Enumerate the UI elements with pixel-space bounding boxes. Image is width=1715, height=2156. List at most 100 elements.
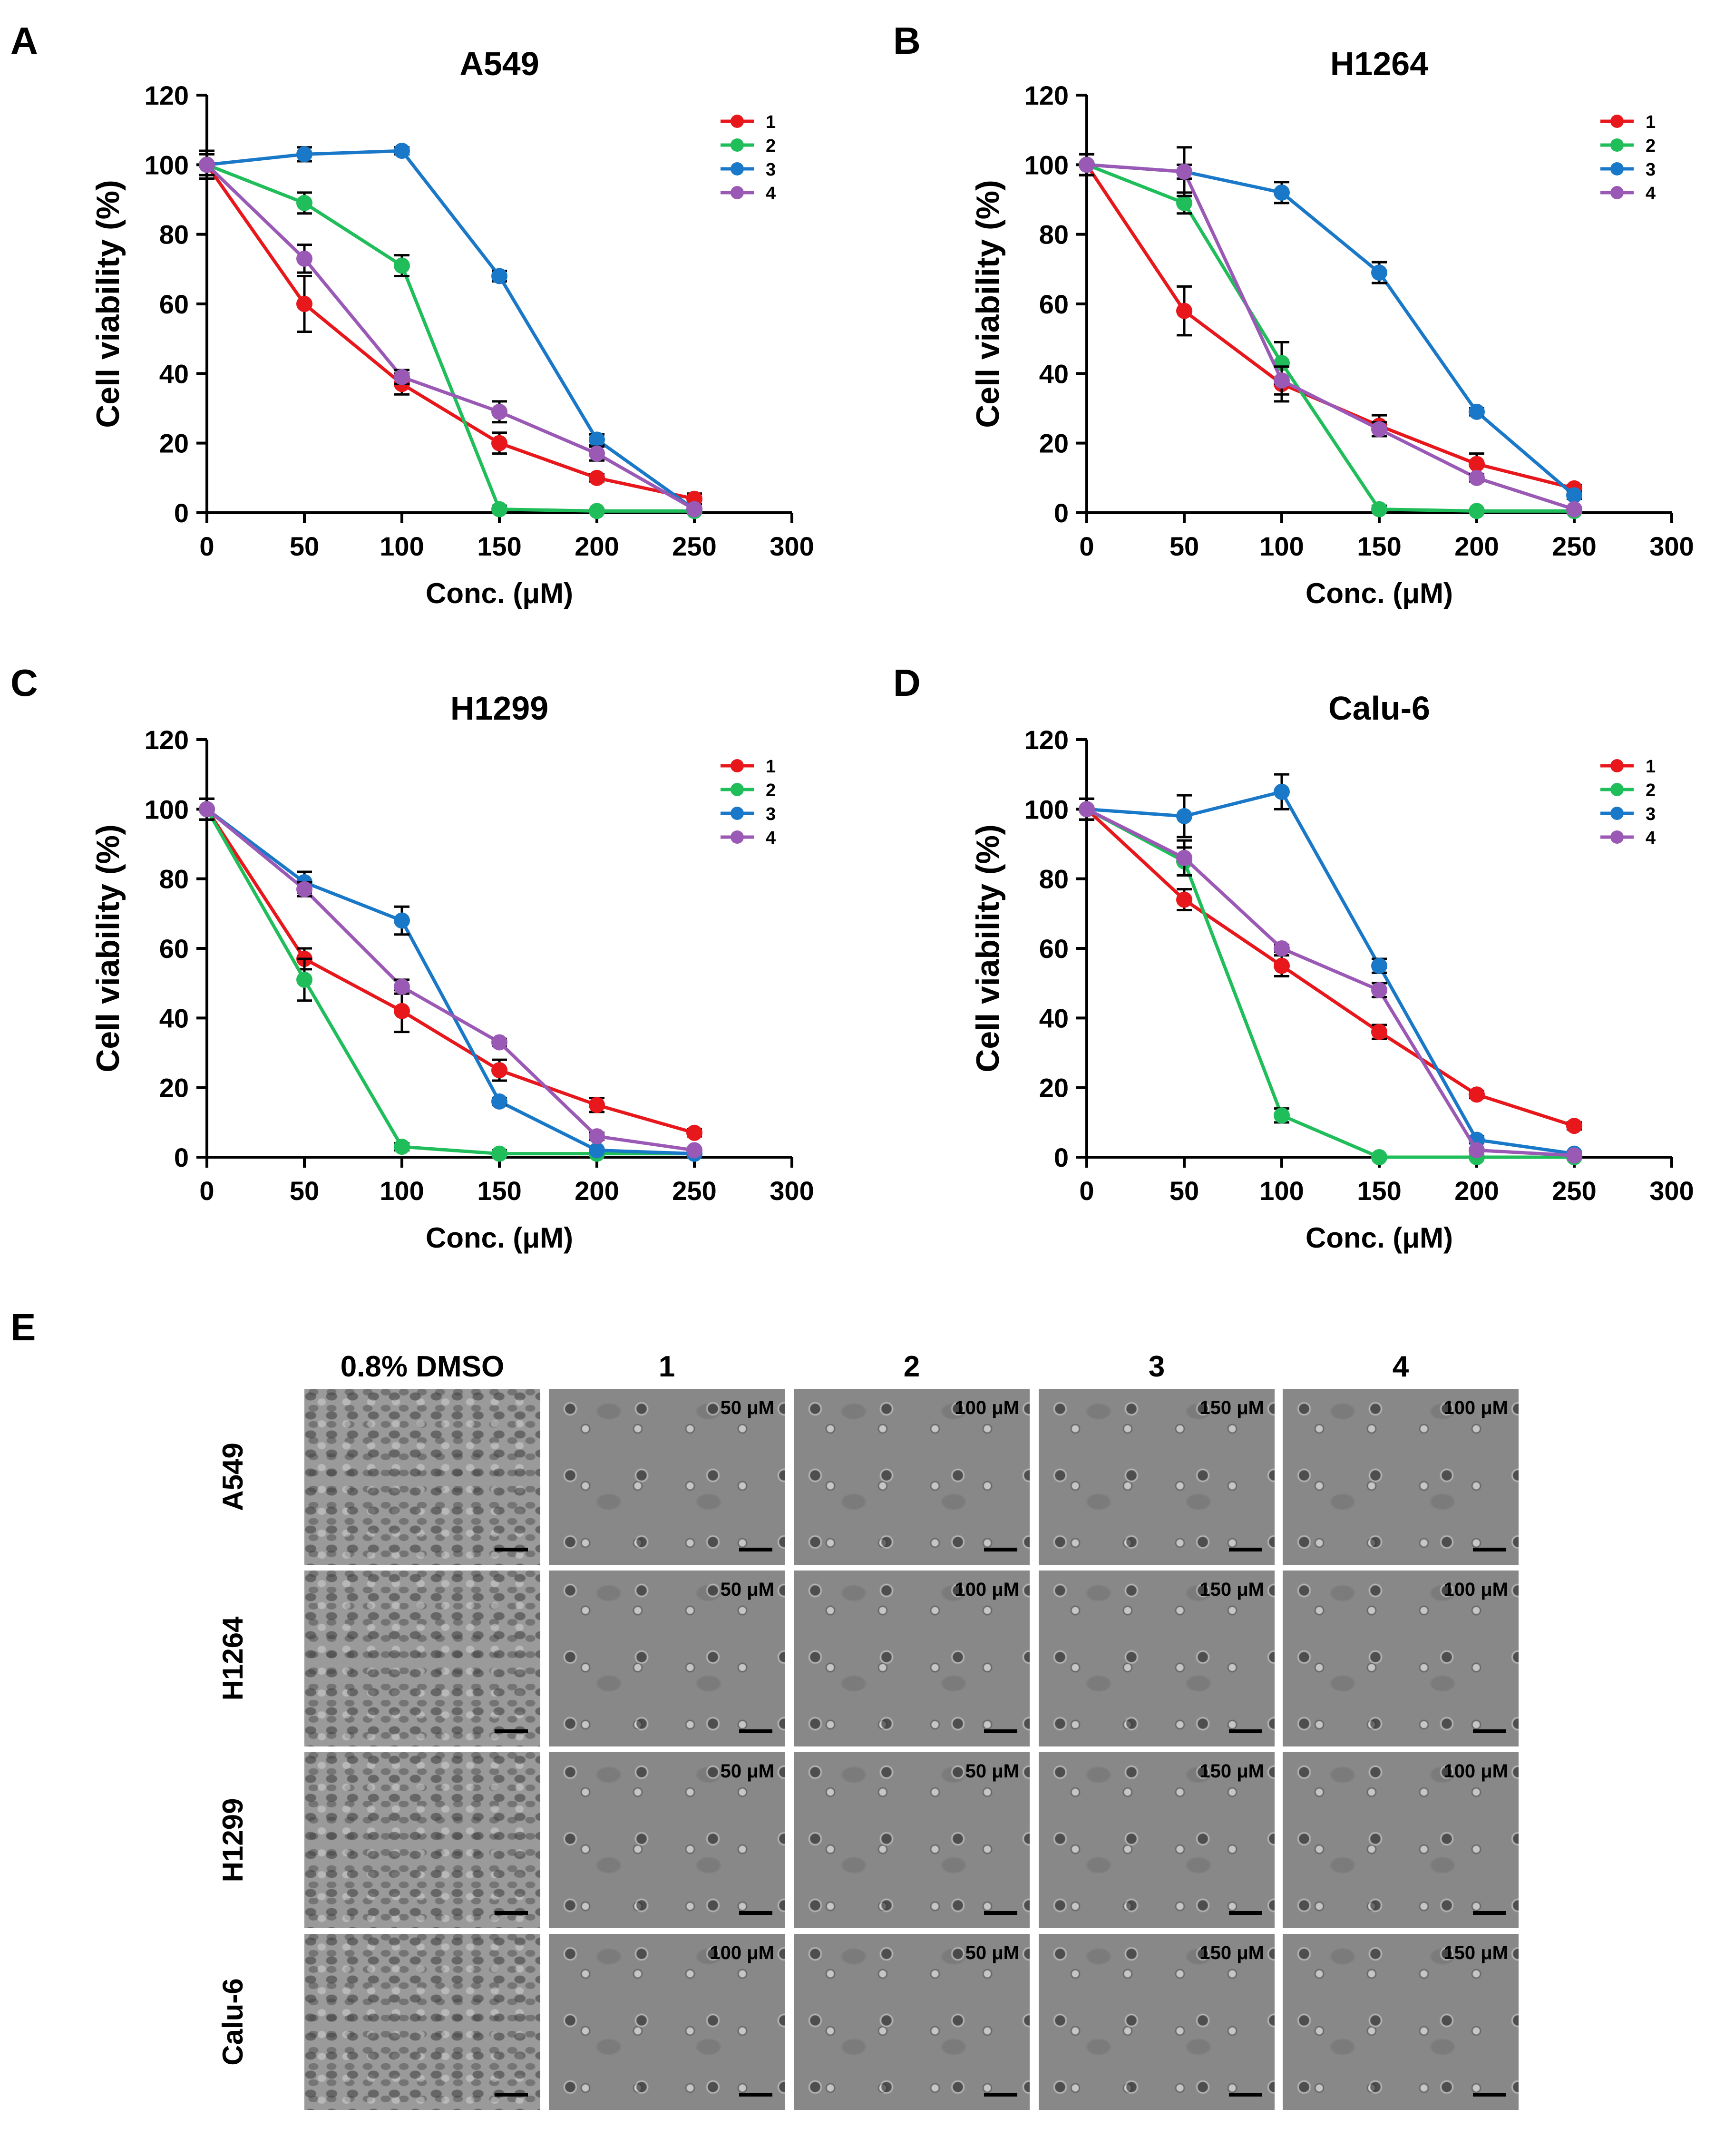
- micrograph-treated: 100 μM: [792, 1569, 1032, 1748]
- micrograph-treated: 150 μM: [1281, 1932, 1520, 2112]
- y-tick-label: 40: [1039, 359, 1069, 389]
- y-tick-label: 60: [159, 934, 189, 964]
- legend-label: 2: [766, 780, 776, 800]
- scale-bar: [739, 2093, 772, 2097]
- data-point: [394, 978, 410, 995]
- data-point: [1469, 469, 1485, 486]
- concentration-label: 100 μM: [955, 1397, 1019, 1418]
- scale-bar: [1473, 2093, 1506, 2097]
- panel-letter-b: B: [893, 20, 921, 62]
- data-point: [1566, 487, 1582, 504]
- x-axis-label: Conc. (μM): [1306, 1222, 1453, 1254]
- y-tick-label: 40: [1039, 1003, 1069, 1033]
- series-line: [206, 163, 694, 513]
- data-point: [1371, 957, 1387, 974]
- concentration-label: 100 μM: [955, 1579, 1019, 1600]
- data-point: [1371, 982, 1387, 998]
- data-point: [1079, 156, 1095, 173]
- series-1: [199, 149, 702, 507]
- micrograph-treated: 150 μM: [1037, 1387, 1277, 1567]
- legend-marker: [731, 162, 744, 176]
- column-header: 1: [658, 1350, 675, 1383]
- legend-marker: [731, 186, 744, 199]
- series-line: [205, 808, 695, 1135]
- legend-marker: [1610, 162, 1624, 176]
- scale-bar: [1473, 1911, 1506, 1915]
- concentration-label: 50 μM: [965, 1761, 1019, 1782]
- y-tick-label: 80: [1039, 864, 1069, 894]
- legend-label: 2: [1646, 136, 1656, 156]
- scale-bar: [495, 1548, 528, 1551]
- x-tick-label: 200: [575, 531, 619, 561]
- data-point: [1371, 1149, 1387, 1165]
- x-tick-label: 150: [477, 531, 521, 561]
- series-2: [199, 153, 702, 519]
- concentration-label: 100 μM: [710, 1942, 774, 1963]
- x-tick-label: 200: [1454, 1176, 1499, 1206]
- data-point: [686, 501, 702, 517]
- data-point: [589, 431, 605, 448]
- data-point: [491, 1034, 507, 1051]
- y-axis-label: Cell viability (%): [90, 824, 126, 1072]
- column-header: 0.8% DMSO: [340, 1350, 505, 1383]
- data-point: [1371, 501, 1387, 517]
- data-point: [1274, 783, 1290, 800]
- micrograph-treated: 50 μM: [547, 1387, 787, 1567]
- y-tick-label: 100: [145, 794, 189, 824]
- series-1: [199, 797, 702, 1141]
- data-point: [296, 146, 312, 163]
- micrograph-treated: 50 μM: [792, 1932, 1032, 2112]
- panel-letter-c: C: [10, 662, 38, 704]
- legend-label: 2: [1646, 780, 1656, 800]
- data-point: [491, 1062, 507, 1079]
- panel-letter-d: D: [893, 662, 921, 704]
- data-point: [491, 435, 507, 451]
- chart-2: H1264 0 20 40 60 80 100 120 0 50 100 150 200 250 300 Co…: [970, 45, 1694, 609]
- scale-bar: [1229, 2093, 1262, 2097]
- x-tick-label: 200: [575, 1176, 619, 1206]
- data-point: [1274, 940, 1290, 956]
- scale-bar: [739, 1911, 772, 1915]
- legend-marker: [1610, 138, 1624, 152]
- micrograph-treated: 150 μM: [1037, 1569, 1277, 1748]
- data-point: [394, 912, 410, 929]
- y-tick-label: 40: [159, 359, 189, 389]
- y-tick-label: 120: [145, 80, 189, 110]
- legend-marker: [731, 830, 744, 844]
- scale-bar: [1473, 1548, 1506, 1551]
- concentration-label: 50 μM: [720, 1761, 774, 1782]
- data-point: [394, 257, 410, 274]
- row-label: A549: [217, 1443, 249, 1511]
- series-line: [205, 808, 695, 1152]
- x-tick-label: 100: [380, 1176, 424, 1206]
- data-point: [589, 469, 605, 486]
- series-4: [199, 149, 702, 517]
- scale-bar: [1229, 1911, 1262, 1915]
- series-line: [1086, 163, 1576, 497]
- concentration-label: 150 μM: [1199, 1579, 1264, 1600]
- data-point: [491, 403, 507, 420]
- data-point: [296, 881, 312, 898]
- data-point: [394, 1003, 410, 1019]
- micrograph-treated: 100 μM: [547, 1932, 787, 2112]
- legend-marker: [1610, 783, 1624, 796]
- chart-title: H1299: [450, 690, 548, 727]
- chart-title: H1264: [1330, 45, 1428, 82]
- x-tick-label: 150: [477, 1176, 521, 1206]
- data-point: [296, 195, 312, 211]
- y-axis-label: Cell viability (%): [970, 824, 1006, 1072]
- x-axis-label: Conc. (μM): [426, 1222, 573, 1254]
- scale-bar: [984, 1729, 1017, 1733]
- data-point: [1176, 849, 1192, 866]
- legend-marker: [731, 759, 744, 772]
- y-tick-label: 120: [1024, 80, 1069, 110]
- chart-3: H1299 0 20 40 60 80 100 120 0 50 100 150 200 250 300 Co…: [90, 690, 814, 1254]
- series-3: [199, 797, 702, 1162]
- series-line: [1086, 163, 1575, 511]
- x-tick-label: 100: [1259, 1176, 1304, 1206]
- x-tick-label: 0: [199, 531, 214, 561]
- x-tick-label: 300: [1649, 1176, 1694, 1206]
- scale-bar: [984, 2093, 1017, 2097]
- y-tick-label: 80: [159, 220, 189, 250]
- data-point: [589, 1128, 605, 1145]
